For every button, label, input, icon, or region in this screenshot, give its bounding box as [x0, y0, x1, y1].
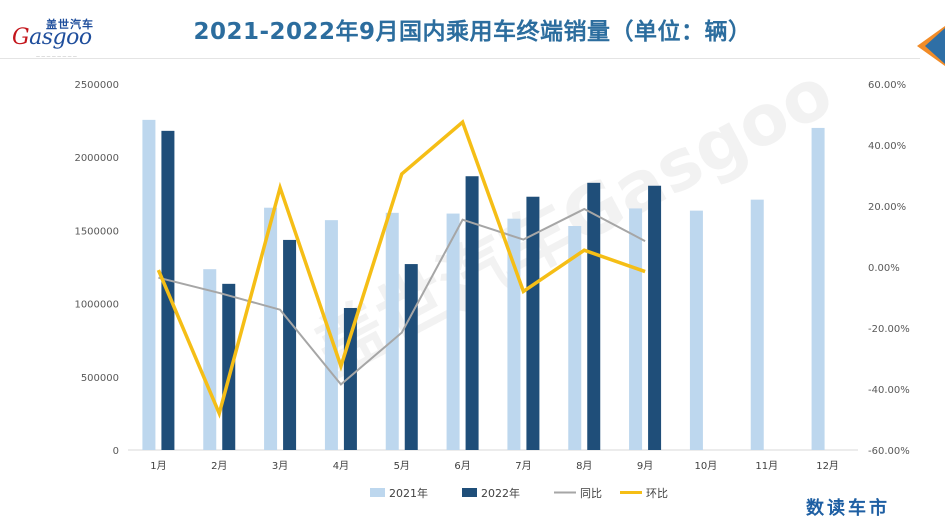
x-tick-label: 1月	[150, 460, 166, 472]
y-right-tick-label: 0.00%	[868, 263, 900, 274]
y-right-tick-label: 20.00%	[868, 202, 906, 213]
x-tick-label: 8月	[576, 460, 592, 472]
y-right-tick-label: -20.00%	[868, 324, 910, 335]
legend-label: 2022年	[481, 486, 520, 500]
bar-2022	[405, 264, 418, 450]
y-left-tick-label: 2000000	[74, 153, 119, 164]
legend-label: 2021年	[389, 486, 428, 500]
x-tick-label: 9月	[637, 460, 653, 472]
y-left-tick-label: 500000	[81, 373, 119, 384]
bar-2022	[283, 240, 296, 450]
y-left-tick-label: 1500000	[74, 226, 119, 237]
bar-2022	[466, 176, 479, 450]
legend-swatch	[462, 488, 477, 497]
bar-2021	[629, 208, 642, 450]
bar-2021	[203, 269, 216, 450]
bar-2022	[648, 186, 661, 450]
x-tick-label: 3月	[272, 460, 288, 472]
legend-swatch	[370, 488, 385, 497]
legend-label: 同比	[580, 487, 602, 500]
bar-2021	[386, 213, 399, 450]
y-right-tick-label: -60.00%	[868, 446, 910, 457]
bar-2022	[587, 183, 600, 450]
footer-brand-mark: 数读车市	[806, 494, 890, 520]
y-right-tick-label: 60.00%	[868, 80, 906, 91]
y-left-tick-label: 1000000	[74, 300, 119, 311]
bar-2021	[447, 214, 460, 450]
bar-2021	[142, 120, 155, 450]
bar-2021	[690, 211, 703, 450]
x-tick-label: 2月	[211, 460, 227, 472]
y-left-tick-label: 0	[113, 446, 119, 457]
x-tick-label: 12月	[816, 460, 839, 472]
y-right-tick-label: 40.00%	[868, 141, 906, 152]
x-tick-label: 5月	[394, 460, 410, 472]
legend-label: 环比	[646, 487, 668, 500]
y-left-tick-label: 2500000	[74, 80, 119, 91]
x-tick-label: 7月	[515, 460, 531, 472]
x-tick-label: 11月	[755, 460, 778, 472]
x-tick-label: 4月	[333, 460, 349, 472]
x-tick-label: 6月	[454, 460, 470, 472]
bar-2021	[751, 200, 764, 450]
y-right-tick-label: -40.00%	[868, 385, 910, 396]
bar-2021	[812, 128, 825, 450]
x-tick-label: 10月	[695, 460, 718, 472]
